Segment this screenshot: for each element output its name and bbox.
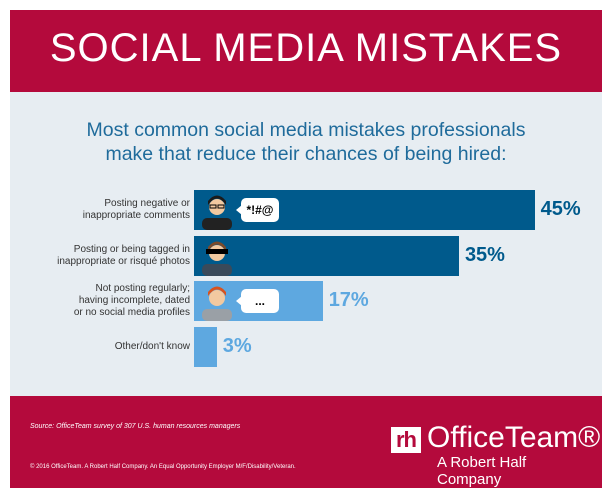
copyright-note: © 2016 OfficeTeam. A Robert Half Company… — [30, 464, 296, 470]
category-label: Other/don't know — [114, 341, 190, 352]
header-banner: SOCIAL MEDIA MISTAKES — [10, 10, 602, 92]
bar — [194, 327, 217, 367]
category-label: Posting negative or inappropriate comment… — [82, 198, 190, 221]
person-icon — [202, 241, 232, 276]
chart-subtitle: Most common social media mistakes profes… — [10, 118, 602, 166]
person-icon — [202, 195, 279, 230]
subtitle-line: make that reduce their chances of being … — [105, 143, 507, 165]
speech-bubble-text: ... — [254, 294, 265, 308]
rh-logo-mark: rh — [391, 427, 421, 453]
value-label: 45% — [540, 198, 581, 220]
bar: *!#@ — [194, 190, 535, 230]
value-label: 35% — [464, 244, 505, 266]
source-note: Source: OfficeTeam survey of 307 U.S. hu… — [30, 423, 241, 430]
officeteam-logo: rh OfficeTeam® A Robert Half Company — [391, 421, 600, 488]
footer-banner: Source: OfficeTeam survey of 307 U.S. hu… — [10, 396, 602, 488]
category-label: Not posting regularly; having incomplete,… — [73, 283, 190, 318]
bar: ... — [194, 281, 323, 321]
category-label: Posting or being tagged in inappropriate … — [57, 244, 190, 267]
infographic: SOCIAL MEDIA MISTAKES Most common social… — [10, 10, 602, 488]
logo-name: OfficeTeam® — [427, 421, 601, 454]
page-title: SOCIAL MEDIA MISTAKES — [49, 26, 563, 70]
logo-tagline: A Robert Half Company — [437, 454, 527, 488]
speech-bubble-text: *!#@ — [246, 203, 274, 217]
value-label: 3% — [222, 335, 252, 357]
bar — [194, 236, 459, 276]
value-label: 17% — [328, 289, 369, 311]
subtitle-line: Most common social media mistakes profes… — [86, 119, 526, 141]
person-icon — [202, 286, 279, 321]
